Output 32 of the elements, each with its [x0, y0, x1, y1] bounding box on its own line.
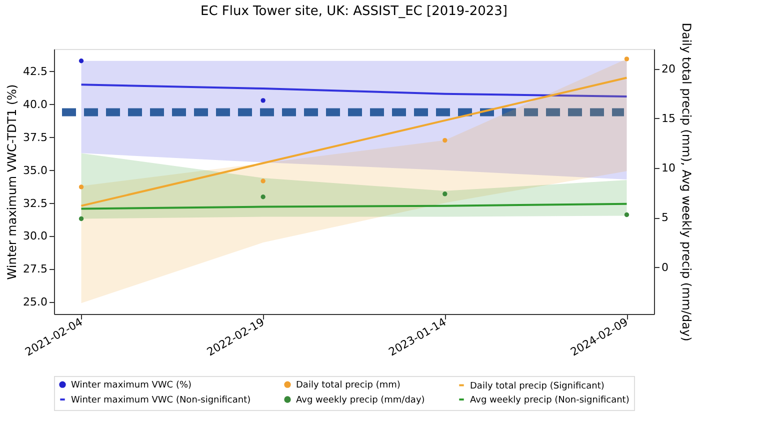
legend-label: Avg weekly precip (Non-significant): [470, 396, 630, 406]
point: [624, 212, 630, 218]
y-axis-title: Winter maximum VWC-TDT1 (%): [5, 84, 20, 280]
y-tick-label: 35.0: [23, 164, 48, 177]
point: [78, 184, 84, 190]
y2-tick-label: 0: [662, 260, 668, 274]
line-series: [80, 76, 628, 207]
legend-label: Daily total precip (Significant): [470, 381, 604, 392]
y2-tick-label: 15: [662, 112, 676, 125]
chart-title: EC Flux Tower site, UK: ASSIST_EC [2019-2023]: [200, 4, 508, 20]
legend-label: Avg weekly precip (mm/day): [296, 396, 425, 406]
point: [442, 138, 448, 143]
legend-label: Winter maximum VWC (Non-significant): [71, 396, 251, 406]
y-tick-label: 42.5: [23, 64, 48, 78]
y2-tick-label: 5: [662, 211, 668, 224]
point: [78, 216, 84, 222]
y-tick-label: 25.0: [23, 296, 48, 309]
point: [442, 192, 448, 196]
y2-tick-label: 10: [662, 162, 676, 175]
legend-label: Winter maximum VWC (%): [71, 380, 192, 391]
legend-label: Daily total precip (mm): [296, 380, 400, 391]
y2-tick-label: 20: [662, 62, 676, 76]
point: [624, 56, 630, 62]
point: [260, 178, 266, 184]
y-tick-label: 40.0: [23, 98, 48, 111]
y-tick-label: 32.5: [23, 196, 48, 210]
point: [260, 194, 266, 200]
line-series: [80, 84, 628, 98]
y-tick-label: 37.5: [23, 130, 48, 144]
y2-axis-title: Daily total precip (mm), Avg weekly precip (mm/day): [679, 22, 694, 342]
y-tick-label: 30.0: [23, 230, 48, 243]
y-tick-label: 27.5: [23, 262, 48, 276]
